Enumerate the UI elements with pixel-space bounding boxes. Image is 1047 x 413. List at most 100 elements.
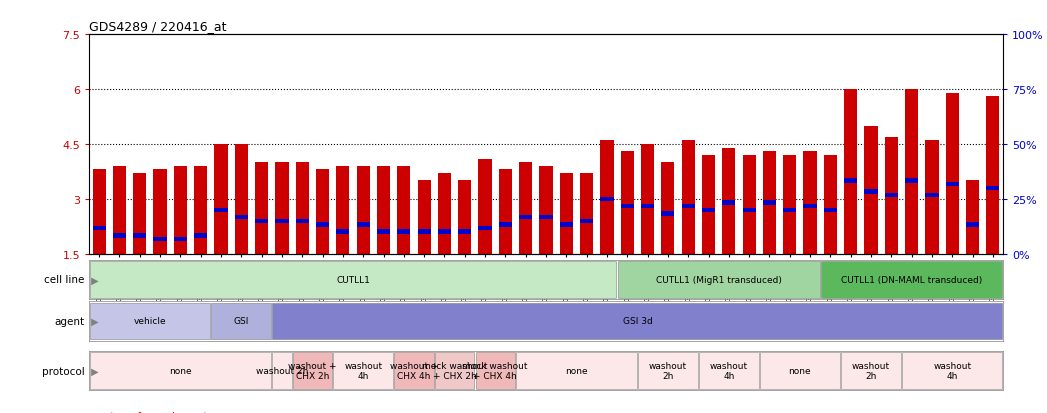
- Bar: [803, 204, 817, 209]
- Bar: [763, 152, 776, 254]
- Bar: [275, 163, 289, 254]
- Bar: [986, 97, 1000, 254]
- Bar: [333, 353, 393, 389]
- Bar: [926, 141, 938, 254]
- Bar: [986, 186, 1000, 190]
- Text: ■  transformed count: ■ transformed count: [94, 411, 207, 413]
- Bar: [803, 152, 817, 254]
- Text: CUTLL1 (DN-MAML transduced): CUTLL1 (DN-MAML transduced): [841, 275, 982, 284]
- Text: cell line: cell line: [44, 275, 85, 285]
- Text: GDS4289 / 220416_at: GDS4289 / 220416_at: [89, 20, 226, 33]
- Text: ▶: ▶: [88, 366, 98, 376]
- Bar: [194, 166, 207, 254]
- Bar: [293, 353, 332, 389]
- Bar: [638, 353, 697, 389]
- Bar: [272, 303, 1002, 339]
- Text: washout
4h: washout 4h: [710, 361, 748, 380]
- Text: agent: agent: [54, 316, 85, 326]
- Text: washout
2h: washout 2h: [649, 361, 687, 380]
- Text: washout
4h: washout 4h: [933, 361, 972, 380]
- Bar: [926, 193, 938, 198]
- Bar: [844, 179, 857, 183]
- Bar: [905, 179, 918, 183]
- Bar: [783, 208, 797, 212]
- Bar: [580, 219, 594, 223]
- Bar: [357, 223, 370, 227]
- Bar: [113, 234, 126, 238]
- Bar: [760, 353, 840, 389]
- Bar: [821, 262, 1002, 298]
- Bar: [357, 166, 370, 254]
- Bar: [92, 226, 106, 230]
- Bar: [519, 163, 532, 254]
- Bar: [438, 174, 451, 254]
- Bar: [662, 212, 674, 216]
- Text: vehicle: vehicle: [134, 317, 166, 325]
- Text: GSI 3d: GSI 3d: [623, 317, 652, 325]
- Bar: [418, 181, 430, 254]
- Text: washout +
CHX 4h: washout + CHX 4h: [389, 361, 439, 380]
- Text: ▶: ▶: [88, 275, 98, 285]
- Bar: [272, 353, 291, 389]
- Bar: [459, 181, 471, 254]
- Bar: [641, 145, 654, 254]
- Text: CUTLL1: CUTLL1: [336, 275, 370, 284]
- Bar: [641, 204, 654, 209]
- Bar: [478, 226, 492, 230]
- Bar: [763, 201, 776, 205]
- Bar: [194, 234, 207, 238]
- Bar: [722, 201, 735, 205]
- Bar: [560, 223, 573, 227]
- Bar: [600, 197, 614, 202]
- Bar: [418, 230, 430, 234]
- Bar: [783, 156, 797, 254]
- Bar: [275, 219, 289, 223]
- Bar: [498, 170, 512, 254]
- Bar: [438, 230, 451, 234]
- Bar: [824, 156, 837, 254]
- Bar: [885, 193, 898, 198]
- Bar: [255, 163, 268, 254]
- Bar: [539, 166, 553, 254]
- Text: none: none: [565, 366, 587, 375]
- Bar: [841, 353, 900, 389]
- Bar: [133, 174, 147, 254]
- Bar: [742, 156, 756, 254]
- Bar: [945, 93, 959, 254]
- Bar: [516, 353, 637, 389]
- Bar: [255, 219, 268, 223]
- Bar: [215, 208, 227, 212]
- Bar: [699, 353, 759, 389]
- Bar: [824, 208, 837, 212]
- Bar: [966, 181, 979, 254]
- Bar: [377, 166, 391, 254]
- Bar: [539, 215, 553, 220]
- Text: none: none: [788, 366, 811, 375]
- Bar: [662, 163, 674, 254]
- Bar: [621, 204, 633, 209]
- Bar: [560, 174, 573, 254]
- Bar: [722, 148, 735, 254]
- Bar: [174, 237, 187, 242]
- Bar: [90, 262, 617, 298]
- Bar: [211, 303, 271, 339]
- Bar: [90, 353, 271, 389]
- Bar: [580, 174, 594, 254]
- Bar: [701, 156, 715, 254]
- Bar: [336, 166, 350, 254]
- Bar: [377, 230, 391, 234]
- Bar: [113, 166, 126, 254]
- Bar: [174, 166, 187, 254]
- Bar: [459, 230, 471, 234]
- Text: washout
4h: washout 4h: [344, 361, 382, 380]
- Bar: [701, 208, 715, 212]
- Text: ▶: ▶: [88, 316, 98, 326]
- Bar: [742, 208, 756, 212]
- Bar: [600, 141, 614, 254]
- Text: protocol: protocol: [42, 366, 85, 376]
- Bar: [945, 183, 959, 187]
- Bar: [885, 137, 898, 254]
- Bar: [316, 223, 329, 227]
- Bar: [316, 170, 329, 254]
- Bar: [154, 237, 166, 242]
